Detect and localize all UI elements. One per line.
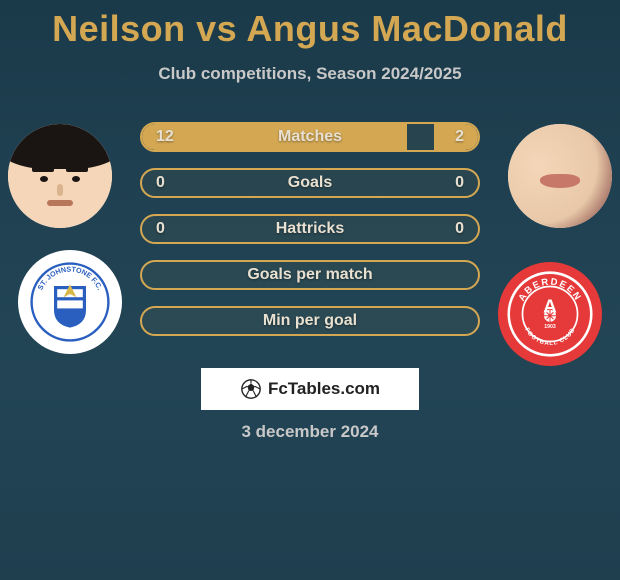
stat-label: Matches [142, 124, 478, 150]
soccer-ball-icon [240, 378, 262, 400]
brand-text: FcTables.com [268, 379, 380, 399]
stat-row: 122Matches [140, 122, 480, 152]
brand-badge: FcTables.com [201, 368, 419, 410]
stat-row: Goals per match [140, 260, 480, 290]
club-crest-icon: ST. JOHNSTONE F.C. [30, 262, 110, 342]
stat-row: Min per goal [140, 306, 480, 336]
date-label: 3 december 2024 [0, 422, 620, 442]
comparison-bars: 122Matches 00Goals 00Hattricks Goals per ma… [140, 122, 480, 352]
stat-label: Min per goal [142, 308, 478, 334]
club-crest-icon: ABERDEEN FOOTBALL CLUB A 1903 [507, 271, 593, 357]
stat-row: 00Goals [140, 168, 480, 198]
stat-label: Goals [142, 170, 478, 196]
player-avatar-left [8, 124, 112, 228]
club-badge-left: ST. JOHNSTONE F.C. [18, 250, 122, 354]
stat-label: Hattricks [142, 216, 478, 242]
page-title: Neilson vs Angus MacDonald [0, 0, 620, 50]
player-avatar-right [508, 124, 612, 228]
subtitle: Club competitions, Season 2024/2025 [0, 64, 620, 84]
svg-text:1903: 1903 [544, 324, 556, 330]
stat-label: Goals per match [142, 262, 478, 288]
club-badge-right: ABERDEEN FOOTBALL CLUB A 1903 [498, 262, 602, 366]
stat-row: 00Hattricks [140, 214, 480, 244]
